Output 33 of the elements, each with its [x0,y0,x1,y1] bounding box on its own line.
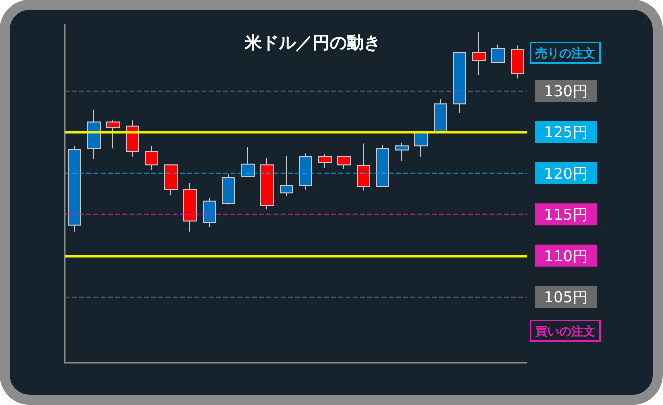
y-tick-label: 125円 [544,124,588,142]
candlestick [241,146,255,178]
candlestick [68,146,81,232]
candlestick [106,120,120,150]
text: 米ドル／円の動き [244,34,381,54]
y-tick-label: 130円 [544,82,588,100]
candlestick [318,154,332,169]
candlestick [260,158,274,210]
candlestick [126,120,139,158]
candlestick [337,156,351,170]
text: 買いの注文 [534,324,596,338]
candlestick [472,32,486,76]
candlestick [434,98,447,133]
candlestick [222,174,235,206]
candlestick [299,153,312,190]
candlestick [414,132,428,158]
candlestick [183,182,197,232]
y-tick-label: 110円 [544,247,588,266]
candlestick [491,44,505,64]
candlestick [87,109,101,160]
candlestick [164,164,178,196]
candlestick [145,146,158,171]
candlestick [395,142,409,162]
candlestick [280,156,293,197]
y-tick-label: 105円 [544,288,588,307]
candlestick [357,143,370,192]
y-tick-label: 115円 [544,206,588,224]
candlestick [376,144,389,188]
candlestick [511,45,524,80]
candlestick [453,52,466,114]
candlestick [203,198,216,228]
y-tick-label: 120円 [544,164,588,183]
text: 売りの注文 [536,46,596,60]
